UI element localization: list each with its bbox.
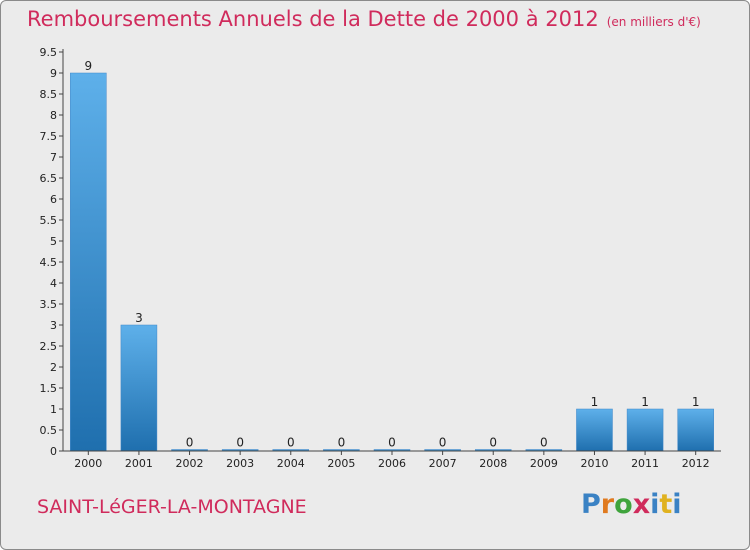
y-tick-label: 7.5 <box>40 130 58 143</box>
x-tick-label: 2007 <box>429 457 457 470</box>
y-tick-label: 5 <box>50 235 57 248</box>
data-label: 0 <box>186 436 194 450</box>
y-axis: 0 0.5 1 1.5 2 2.5 3 3.5 4 4.5 5 5.5 6 6.5 7 7.5 8 8.5 9 9.5 <box>40 46 64 458</box>
chart-unit: (en milliers d'€) <box>606 15 701 29</box>
y-tick-label: 8.5 <box>40 88 58 101</box>
x-tick-label: 2012 <box>682 457 710 470</box>
y-tick-label: 0.5 <box>40 424 58 437</box>
y-tick-label: 3 <box>50 319 57 332</box>
data-label: 0 <box>287 436 295 450</box>
x-tick-label: 2002 <box>176 457 204 470</box>
data-label: 0 <box>540 436 548 450</box>
data-label: 9 <box>84 59 92 73</box>
y-tick-label: 5.5 <box>40 214 58 227</box>
y-tick-label: 8 <box>50 109 57 122</box>
y-tick-label: 7 <box>50 151 57 164</box>
commune-name: SAINT-LéGER-LA-MONTAGNE <box>37 496 307 518</box>
data-label: 3 <box>135 311 143 325</box>
x-tick-label: 2009 <box>530 457 558 470</box>
data-label: 1 <box>591 395 599 409</box>
x-tick-label: 2008 <box>479 457 507 470</box>
data-label: 1 <box>641 395 649 409</box>
x-tick-label: 2011 <box>631 457 659 470</box>
chart-title: Remboursements Annuels de la Dette de 20… <box>27 7 599 31</box>
data-label: 0 <box>388 436 396 450</box>
y-tick-label: 6.5 <box>40 172 58 185</box>
x-tick-label: 2003 <box>226 457 254 470</box>
x-tick-label: 2010 <box>580 457 608 470</box>
data-label: 0 <box>439 436 447 450</box>
y-tick-label: 3.5 <box>40 298 58 311</box>
y-tick-label: 1 <box>50 403 57 416</box>
y-tick-label: 1.5 <box>40 382 58 395</box>
bar <box>120 324 158 452</box>
y-tick-label: 2 <box>50 361 57 374</box>
x-tick-label: 2006 <box>378 457 406 470</box>
bar <box>626 408 664 452</box>
y-tick-label: 9.5 <box>40 46 58 59</box>
data-label: 0 <box>236 436 244 450</box>
proxiti-logo: Proxiti <box>581 489 682 520</box>
y-tick-label: 2.5 <box>40 340 58 353</box>
x-tick-label: 2000 <box>74 457 102 470</box>
bar <box>70 72 107 452</box>
chart-title-block: Remboursements Annuels de la Dette de 20… <box>27 7 701 31</box>
y-tick-label: 9 <box>50 67 57 80</box>
data-label: 0 <box>489 436 497 450</box>
y-tick-label: 6 <box>50 193 57 206</box>
x-tick-label: 2001 <box>125 457 153 470</box>
x-axis: 2000 2001 2002 2003 2004 2005 2006 2007 2008 2009… <box>63 450 721 470</box>
x-tick-label: 2004 <box>277 457 305 470</box>
y-tick-label: 0 <box>50 445 57 458</box>
x-tick-label: 2005 <box>327 457 355 470</box>
data-label: 1 <box>692 395 700 409</box>
data-label: 0 <box>338 436 346 450</box>
bar <box>576 408 613 452</box>
bars: 9 3 0 0 0 0 0 0 0 0 1 1 1 <box>70 59 714 452</box>
bar <box>677 408 714 452</box>
y-tick-label: 4 <box>50 277 57 290</box>
y-tick-label: 4.5 <box>40 256 58 269</box>
